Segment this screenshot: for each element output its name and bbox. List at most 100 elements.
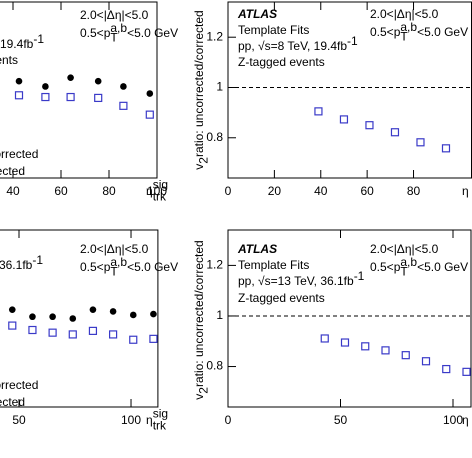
energy-label-part: pp, √s=8 TeV, 19.4fb bbox=[238, 39, 347, 53]
y-axis-label-part: ratio: uncorrected/corrected bbox=[192, 240, 206, 387]
point bbox=[42, 83, 49, 90]
point bbox=[8, 306, 16, 313]
point bbox=[8, 321, 17, 330]
pt-range-label-part: <5.0 GeV bbox=[417, 25, 468, 39]
selection-label-part: Z-tagged events bbox=[238, 291, 325, 305]
x-tick-label: 40 bbox=[6, 184, 20, 198]
pt-range-label-part: a,b bbox=[400, 20, 417, 34]
x-tick-label: 0 bbox=[225, 413, 232, 427]
y-tick-label: 1.2 bbox=[206, 29, 223, 43]
y-axis-label-part: ratio: uncorrected/corrected bbox=[192, 10, 206, 157]
eta-gap-label: 2.0<|Δη|<5.0 bbox=[80, 8, 149, 22]
point bbox=[88, 326, 98, 335]
point bbox=[29, 313, 36, 321]
pt-range-label-part: a,b bbox=[400, 255, 417, 269]
pt-range-label-part: a,b bbox=[110, 255, 127, 269]
y-axis-label-part: v bbox=[192, 164, 206, 170]
energy-label: pp, √s=13 TeV, 36.1fb-1 bbox=[238, 269, 365, 288]
point bbox=[441, 144, 451, 153]
pt-range-label-part: <5.0 GeV bbox=[127, 26, 178, 40]
energy-label: pp, √s=8 TeV, 19.4fb-1 bbox=[0, 32, 44, 51]
energy-label-part: -1 bbox=[347, 34, 358, 48]
selection-label: Z-tagged events bbox=[0, 53, 18, 67]
point bbox=[340, 338, 350, 347]
point bbox=[67, 74, 74, 81]
legend-label: corrected bbox=[0, 164, 25, 178]
x-axis-label: η bbox=[462, 413, 469, 427]
y-axis-label: v2 ratio: uncorrected/corrected bbox=[192, 240, 211, 399]
point bbox=[94, 77, 102, 85]
plot-frame bbox=[0, 229, 159, 408]
pt-range-label-part: 0.5<p bbox=[80, 26, 111, 40]
eta-gap-label: 2.0<|Δη|<5.0 bbox=[370, 7, 439, 21]
point bbox=[320, 334, 329, 343]
plot-frame bbox=[0, 1, 158, 179]
legend-label: uncorrected bbox=[0, 147, 38, 161]
energy-label-part: pp, √s=13 TeV, 36.1fb bbox=[0, 258, 33, 272]
point bbox=[361, 342, 370, 351]
pt-range-label-part: 0.5<p bbox=[370, 25, 401, 39]
point bbox=[401, 351, 410, 360]
y-tick-label: 0.8 bbox=[206, 359, 223, 373]
x-axis-label-part: trk bbox=[153, 418, 167, 432]
point bbox=[390, 128, 400, 137]
x-tick-label: 20 bbox=[268, 184, 282, 198]
selection-label-part: Z-tagged events bbox=[238, 55, 325, 69]
method-label: Template Fits bbox=[238, 23, 309, 37]
point bbox=[94, 93, 103, 103]
x-axis-label-part: sig bbox=[153, 406, 168, 420]
point bbox=[28, 325, 37, 335]
method-label: Template Fits bbox=[238, 258, 309, 272]
point bbox=[109, 308, 117, 315]
energy-label-part: pp, √s=13 TeV, 36.1fb bbox=[238, 274, 354, 288]
point bbox=[49, 313, 56, 321]
x-tick-label: 80 bbox=[102, 184, 116, 198]
x-axis-label-part: sig bbox=[153, 177, 168, 191]
pt-range-label-part: <5.0 GeV bbox=[417, 260, 468, 274]
y-axis-label-part: 2 bbox=[197, 157, 211, 164]
x-axis-label-part: trk bbox=[153, 189, 167, 203]
atlas-label: ATLAS bbox=[237, 242, 277, 256]
plot-frame bbox=[227, 229, 472, 408]
selection-label-part: Z-tagged events bbox=[0, 53, 18, 67]
pt-range-label-part: a,b bbox=[110, 21, 127, 35]
x-tick-label: 60 bbox=[360, 184, 374, 198]
point bbox=[15, 77, 23, 85]
point bbox=[421, 357, 431, 366]
x-axis-label-part: η bbox=[462, 413, 469, 427]
energy-label-part: -1 bbox=[354, 269, 365, 283]
point bbox=[462, 367, 471, 376]
x-tick-label: 60 bbox=[54, 184, 68, 198]
legend-label: uncorrected bbox=[0, 378, 38, 392]
point bbox=[108, 330, 118, 339]
point bbox=[149, 334, 158, 343]
y-tick-label: 1 bbox=[216, 80, 223, 94]
pt-range-label-part: 0.5<p bbox=[80, 260, 111, 274]
pt-range-label: 0.5<p a,bT <5.0 GeV bbox=[370, 20, 468, 44]
y-axis-label-part: 2 bbox=[197, 387, 211, 394]
x-axis-label-part: η bbox=[146, 184, 153, 198]
y-tick-label: 1.2 bbox=[206, 258, 223, 272]
x-tick-label: 50 bbox=[334, 413, 348, 427]
selection-label: Z-tagged events bbox=[238, 55, 325, 69]
selection-label: Z-tagged events bbox=[238, 291, 325, 305]
point bbox=[339, 115, 349, 124]
pt-range-label-part: T bbox=[110, 264, 118, 278]
energy-label-part: pp, √s=8 TeV, 19.4fb bbox=[0, 37, 34, 51]
energy-label-part: -1 bbox=[33, 32, 44, 46]
pt-range-label-part: T bbox=[400, 264, 408, 278]
pt-range-label-part: T bbox=[400, 29, 408, 43]
point bbox=[14, 91, 24, 100]
pt-range-label-part: <5.0 GeV bbox=[127, 260, 178, 274]
pt-range-label-part: 0.5<p bbox=[370, 260, 401, 274]
x-axis-label-part: η bbox=[146, 413, 153, 427]
point bbox=[41, 92, 50, 102]
x-tick-label: 50 bbox=[12, 413, 26, 427]
x-tick-label: 40 bbox=[314, 184, 328, 198]
energy-label: pp, √s=8 TeV, 19.4fb-1 bbox=[238, 34, 358, 53]
x-tick-label: 100 bbox=[147, 184, 167, 198]
point bbox=[129, 311, 137, 319]
